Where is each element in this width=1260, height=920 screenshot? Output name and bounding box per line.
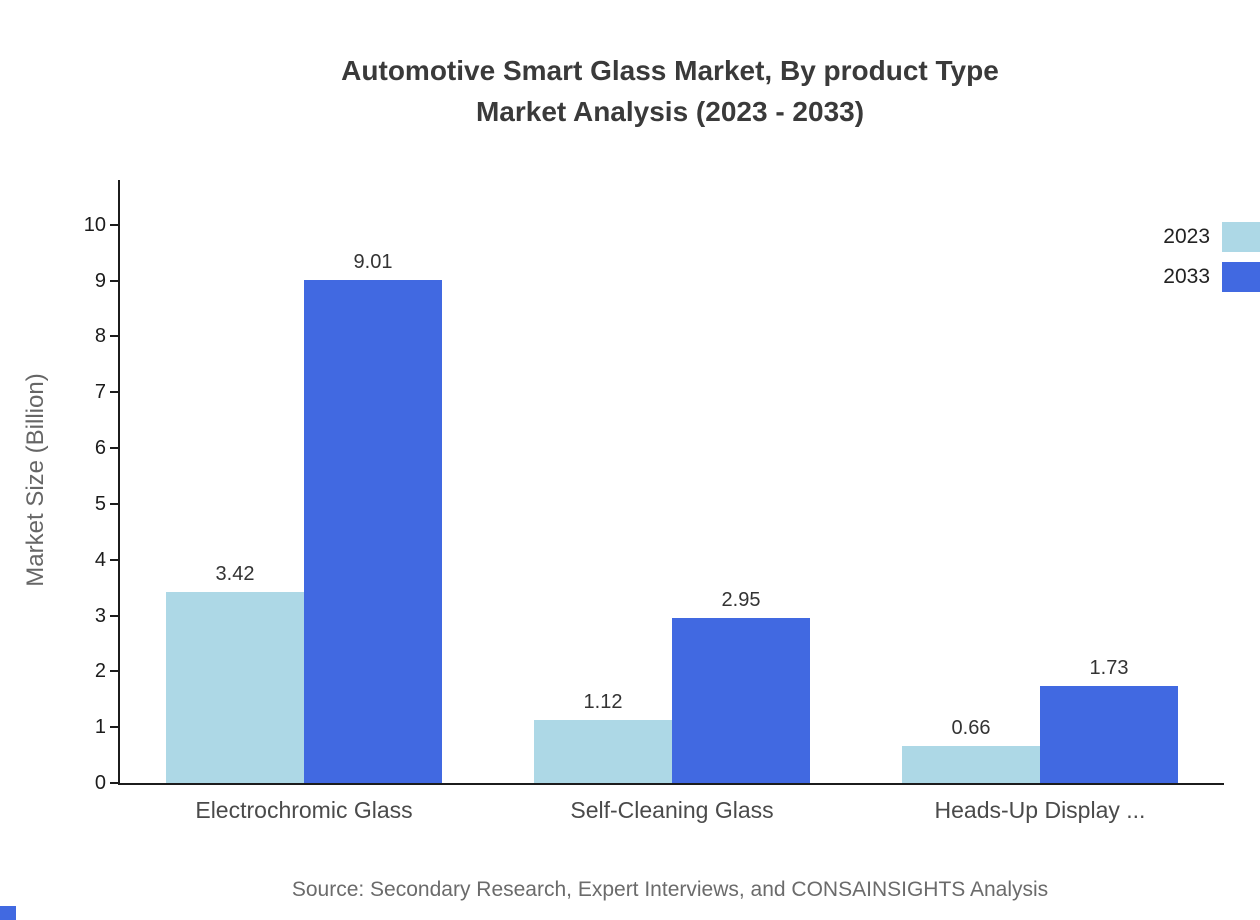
bar-value-label: 1.73	[1089, 657, 1129, 680]
bar-group: 0.66 1.73	[856, 180, 1224, 783]
bar-column: 3.42	[166, 563, 304, 783]
bar-2023-1	[166, 592, 304, 783]
bar-2023-2	[534, 720, 672, 783]
bar-column: 9.01	[304, 251, 442, 783]
legend-label: 2023	[1163, 225, 1210, 248]
y-tick-label: 4	[94, 548, 106, 571]
source-note: Source: Secondary Research, Expert Inter…	[291, 878, 1049, 901]
y-tick-mark	[110, 279, 118, 282]
y-tick-label: 1	[94, 716, 106, 739]
y-tick-label: 2	[94, 660, 106, 683]
y-tick-label: 5	[94, 492, 106, 515]
y-tick-mark	[110, 726, 118, 729]
y-tick-label: 6	[94, 437, 106, 459]
y-tick-label: 10	[83, 213, 106, 236]
bar-value-label: 3.42	[215, 563, 255, 586]
legend: 2023 2033	[1163, 222, 1260, 302]
y-tick-mark	[110, 223, 118, 226]
y-tick-label: 9	[94, 269, 106, 292]
bar-value-label: 0.66	[951, 717, 991, 740]
y-tick-mark	[110, 558, 118, 561]
y-axis-ticks: 0 1 2 3 4 5 6 7 8 9 10	[46, 180, 106, 794]
y-tick-mark	[110, 670, 118, 673]
legend-swatch-2023	[1222, 222, 1260, 252]
bar-value-label: 9.01	[353, 250, 393, 273]
bar-2033-1	[304, 279, 442, 783]
chart-title-line2: Market Analysis (2023 - 2033)	[475, 96, 865, 127]
y-tick-mark	[110, 447, 118, 449]
y-tick-label: 8	[94, 325, 106, 348]
bar-column: 0.66	[902, 717, 1040, 783]
legend-swatch-2033	[1222, 262, 1260, 292]
bar-column: 1.73	[1040, 657, 1178, 783]
bar-2033-2	[672, 618, 810, 783]
x-axis-labels: Electrochromic Glass Self-Cleaning Glass H…	[120, 797, 1224, 829]
y-tick-mark	[110, 391, 118, 394]
y-tick-label: 7	[94, 381, 106, 404]
chart-title-line1: Automotive Smart Glass Market, By produc…	[341, 55, 999, 86]
category-label: Heads-Up Display ...	[934, 797, 1146, 823]
chart-title: Automotive Smart Glass Market, By produc…	[118, 50, 1222, 132]
y-tick-mark	[110, 782, 118, 784]
legend-item-2023: 2023	[1163, 222, 1260, 252]
y-tick-mark	[110, 335, 118, 338]
bar-value-label: 2.95	[721, 589, 761, 612]
bar-2023-3	[902, 746, 1040, 783]
y-tick-mark	[110, 614, 118, 617]
y-tick-mark	[110, 502, 118, 505]
bar-column: 2.95	[672, 589, 810, 783]
bar-value-label: 1.12	[583, 691, 623, 714]
legend-item-2033: 2033	[1163, 262, 1260, 292]
bar-group: 3.42 9.01	[120, 180, 488, 783]
y-tick-label: 0	[94, 772, 106, 794]
category-label: Electrochromic Glass	[195, 797, 413, 823]
legend-label: 2033	[1163, 265, 1210, 288]
plot-area: 0 1 2 3 4 5 6 7 8 9 10 Electrochromic Glass Self-Cl…	[84, 180, 1224, 823]
brand-corner-mark	[0, 906, 16, 920]
category-label: Self-Cleaning Glass	[570, 797, 774, 823]
bar-column: 1.12	[534, 691, 672, 783]
bar-group: 1.12 2.95	[488, 180, 856, 783]
bar-2033-3	[1040, 686, 1178, 783]
y-tick-label: 3	[94, 604, 106, 627]
